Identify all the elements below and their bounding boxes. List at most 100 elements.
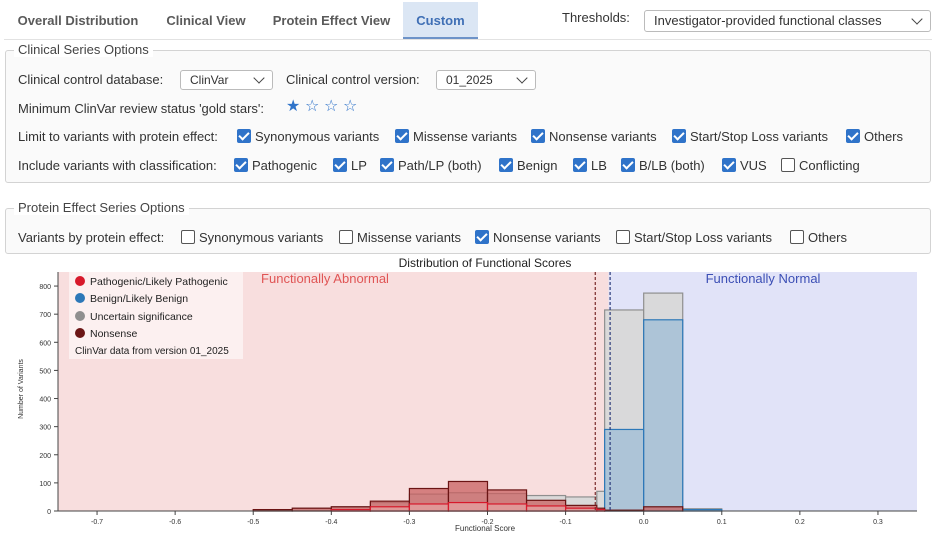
star-empty-icon[interactable]: ☆ <box>305 98 320 115</box>
x-tick-label: 0.1 <box>717 519 727 526</box>
checkbox-pathogenic[interactable] <box>234 158 248 172</box>
bar-benign-likely-benign <box>604 428 645 512</box>
tab-protein-effect-view[interactable]: Protein Effect View <box>272 13 391 28</box>
x-tick-label: -0.6 <box>169 519 181 526</box>
chart-legend: Pathogenic/Likely Pathogenic Benign/Like… <box>69 270 243 359</box>
functional-score-chart: -0.7 -0.6 -0.5 -0.4 -0.3 -0.2 -0.1 0.0 0.1 0.2 0.3… <box>18 256 917 533</box>
y-tick-label: 600 <box>39 340 51 347</box>
protein-effect-label: Variants by protein effect: <box>18 230 165 245</box>
checkbox-path-lp-both-label: Path/LP (both) <box>398 158 482 173</box>
protein-effect-series-options: Protein Effect Series Options Variants b… <box>5 201 931 254</box>
legend-label-nonsense: Nonsense <box>90 328 137 340</box>
bar-nonsense <box>643 506 684 512</box>
effect-limit-label: Limit to variants with protein effect: <box>18 129 218 144</box>
bar-pathogenic-likely-pathogenic <box>486 503 528 512</box>
y-tick-label: 500 <box>39 368 51 375</box>
checkbox-b-lb-both[interactable] <box>621 158 635 172</box>
checkbox-start-stop-loss[interactable] <box>672 129 686 143</box>
y-tick-label: 300 <box>39 425 51 432</box>
clinical-version-value: 01_2025 <box>446 73 493 87</box>
tab-overall-distribution[interactable]: Overall Distribution <box>17 13 139 28</box>
checkbox-pathogenic-label: Pathogenic <box>252 158 318 173</box>
checkbox-lp[interactable] <box>333 158 347 172</box>
legend-label-uncertain: Uncertain significance <box>90 311 193 323</box>
clinical-version-label: Clinical control version: <box>286 72 420 87</box>
classification-label: Include variants with classification: <box>18 158 217 173</box>
chevron-down-icon <box>516 72 528 84</box>
star-empty-icon[interactable]: ☆ <box>324 98 339 115</box>
checkbox-conflicting[interactable] <box>781 158 795 172</box>
chart-title: Distribution of Functional Scores <box>399 256 572 270</box>
checkbox-others-label: Others <box>864 129 904 144</box>
legend-dot-nonsense <box>75 328 85 338</box>
y-tick-label: 400 <box>39 397 51 404</box>
y-tick-label: 700 <box>39 312 51 319</box>
checkbox-pe-nonsense[interactable] <box>475 230 489 244</box>
checkbox-lb[interactable] <box>573 158 587 172</box>
gold-stars-label: Minimum ClinVar review status 'gold star… <box>18 101 265 116</box>
legend-dot-pathogenic <box>75 276 85 286</box>
checkbox-vus[interactable] <box>722 158 736 172</box>
clinical-db-value: ClinVar <box>190 73 229 87</box>
y-tick-label: 200 <box>39 453 51 460</box>
region-label-normal: Functionally Normal <box>706 271 821 286</box>
bar-benign-likely-benign <box>643 319 684 512</box>
legend-dot-benign <box>75 293 85 303</box>
checkbox-conflicting-label: Conflicting <box>799 158 860 173</box>
checkbox-pe-nonsense-label: Nonsense variants <box>493 230 601 245</box>
checkbox-nonsense[interactable] <box>531 129 545 143</box>
thresholds-select[interactable]: Investigator-provided functional classes <box>644 10 931 32</box>
bar-pathogenic-likely-pathogenic <box>525 505 567 512</box>
checkbox-others[interactable] <box>846 129 860 143</box>
checkbox-nonsense-label: Nonsense variants <box>549 129 657 144</box>
region-label-abnormal: Functionally Abnormal <box>261 271 389 286</box>
bar-pathogenic-likely-pathogenic <box>408 503 450 512</box>
checkbox-benign[interactable] <box>499 158 513 172</box>
bar-pathogenic-likely-pathogenic <box>447 501 489 512</box>
x-tick-label: -0.5 <box>247 519 259 526</box>
x-tick-label: -0.4 <box>325 519 337 526</box>
checkbox-path-lp-both[interactable] <box>380 158 394 172</box>
checkbox-start-stop-loss-label: Start/Stop Loss variants <box>690 129 829 144</box>
checkbox-pe-missense-label: Missense variants <box>357 230 462 245</box>
y-tick-label: 100 <box>39 481 51 488</box>
legend-note: ClinVar data from version 01_2025 <box>75 346 229 357</box>
clinical-series-options: Clinical Series Options Clinical control… <box>5 43 931 183</box>
x-tick-label: 0.3 <box>873 519 883 526</box>
x-tick-label: -0.1 <box>560 519 572 526</box>
checkbox-missense-label: Missense variants <box>413 129 518 144</box>
y-tick-label: 800 <box>39 284 51 291</box>
checkbox-synonymous-label: Synonymous variants <box>255 129 380 144</box>
checkbox-pe-missense[interactable] <box>339 230 353 244</box>
checkbox-pe-synonymous[interactable] <box>181 230 195 244</box>
tab-clinical-view[interactable]: Clinical View <box>166 13 246 28</box>
legend-background <box>69 270 243 359</box>
clinical-series-legend: Clinical Series Options <box>14 43 153 57</box>
checkbox-lb-label: LB <box>591 158 607 173</box>
tab-bar: Overall Distribution Clinical View Prote… <box>4 2 932 40</box>
bar-pathogenic-likely-pathogenic <box>369 506 411 512</box>
clinical-db-label: Clinical control database: <box>18 72 164 87</box>
protein-effect-legend: Protein Effect Series Options <box>14 201 189 215</box>
thresholds-value: Investigator-provided functional classes <box>654 13 882 28</box>
y-tick-label: 0 <box>47 509 51 516</box>
checkbox-pe-start-stop-loss[interactable] <box>616 230 630 244</box>
checkbox-missense[interactable] <box>395 129 409 143</box>
star-empty-icon[interactable]: ☆ <box>343 98 358 115</box>
tab-custom[interactable]: Custom <box>403 2 478 39</box>
clinical-version-select[interactable]: 01_2025 <box>436 70 536 90</box>
clinical-db-select[interactable]: ClinVar <box>180 70 273 90</box>
legend-label-pathogenic: Pathogenic/Likely Pathogenic <box>90 276 228 288</box>
legend-dot-uncertain <box>75 311 85 321</box>
x-tick-label: -0.7 <box>91 519 103 526</box>
x-tick-label: -0.3 <box>403 519 415 526</box>
checkbox-pe-others[interactable] <box>790 230 804 244</box>
checkbox-synonymous[interactable] <box>237 129 251 143</box>
chevron-down-icon <box>911 13 923 25</box>
checkbox-benign-label: Benign <box>517 158 558 173</box>
x-axis-label: Functional Score <box>455 524 516 533</box>
star-filled-icon[interactable]: ★ <box>286 98 301 115</box>
chevron-down-icon <box>253 72 265 84</box>
x-tick-label: 0.0 <box>639 519 649 526</box>
x-tick-label: -0.2 <box>481 519 493 526</box>
